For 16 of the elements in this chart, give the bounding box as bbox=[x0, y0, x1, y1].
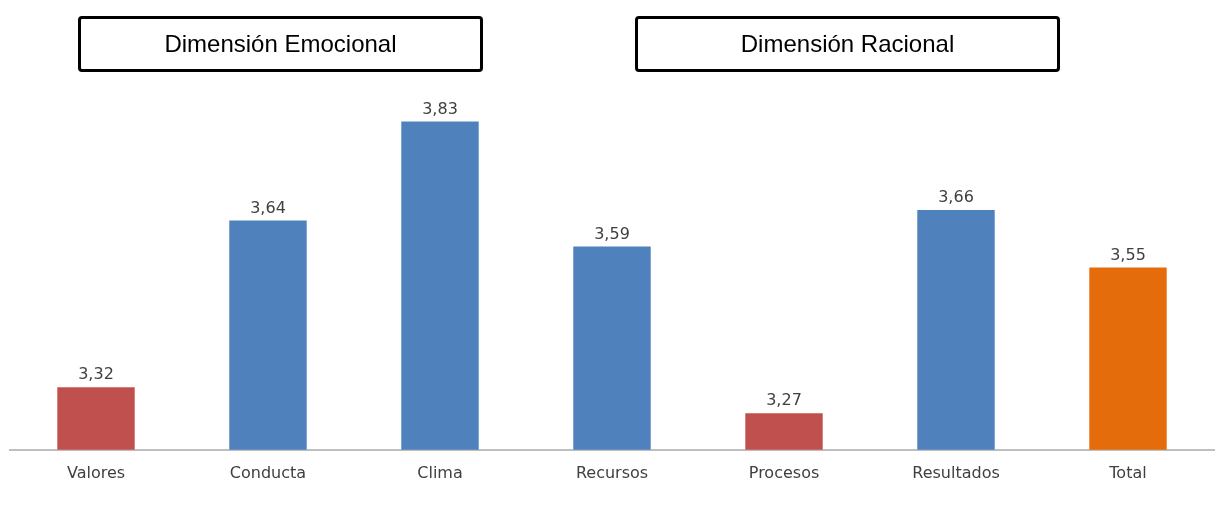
data-label: 3,59 bbox=[594, 223, 630, 243]
x-tick-label: Total bbox=[1108, 462, 1147, 482]
x-tick-label: Valores bbox=[66, 462, 126, 482]
x-tick-label: Conducta bbox=[229, 462, 307, 482]
data-label: 3,64 bbox=[250, 197, 286, 217]
x-tick-label: Clima bbox=[417, 462, 463, 482]
x-tick-label: Procesos bbox=[748, 462, 820, 482]
data-label: 3,83 bbox=[422, 98, 458, 118]
x-tick-label: Recursos bbox=[575, 462, 649, 482]
data-label: 3,32 bbox=[78, 364, 114, 384]
data-label: 3,27 bbox=[766, 390, 802, 410]
banner: Dimensión Racional bbox=[635, 16, 1060, 72]
data-label: 3,55 bbox=[1110, 244, 1146, 264]
data-label: 3,66 bbox=[938, 187, 974, 207]
banner: Dimensión Emocional bbox=[78, 16, 483, 72]
x-tick-label: Resultados bbox=[912, 462, 1000, 482]
